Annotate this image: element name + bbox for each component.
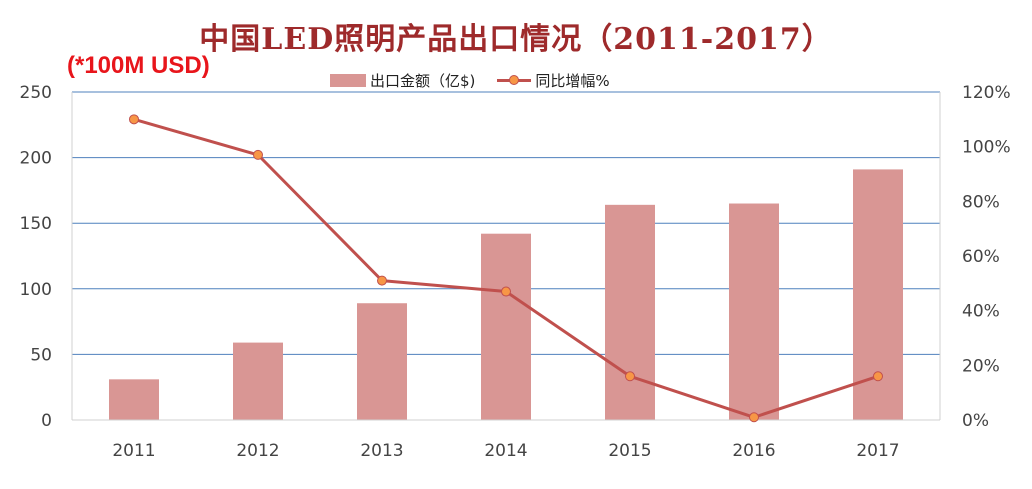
- legend-line-label: 同比增幅%: [535, 71, 610, 90]
- line-point: [873, 371, 883, 382]
- bar: [481, 233, 531, 420]
- legend: 出口金额（亿$) 同比增幅%: [330, 70, 632, 90]
- x-tick-label: 2017: [856, 441, 899, 461]
- line-point: [625, 371, 635, 382]
- legend-item-line: 同比增幅%: [497, 70, 610, 91]
- line-point: [501, 286, 511, 297]
- chart-title: 中国LED照明产品出口情况（2011-2017）: [199, 22, 833, 57]
- y-right-tick-label: 0%: [962, 411, 989, 431]
- x-tick-label: 2015: [608, 441, 651, 461]
- y-left-tick-label: 250: [20, 83, 52, 103]
- x-tick-label: 2014: [484, 441, 527, 461]
- y-right-tick-label: 60%: [962, 247, 1000, 267]
- y-right-tick-label: 40%: [962, 302, 1000, 322]
- y-left-tick-label: 100: [20, 280, 52, 300]
- x-tick-label: 2012: [236, 441, 279, 461]
- y-left-tick-label: 150: [20, 214, 52, 234]
- bar: [605, 204, 655, 420]
- y-left-tick-label: 200: [20, 149, 52, 169]
- line-point: [129, 114, 139, 125]
- x-tick-label: 2011: [112, 441, 155, 461]
- bar: [357, 303, 407, 420]
- y-right-tick-label: 80%: [962, 192, 1000, 212]
- legend-bar-label: 出口金额（亿$): [370, 71, 476, 90]
- y-left-tick-label: 0: [41, 411, 52, 431]
- y-right-tick-label: 20%: [962, 356, 1000, 376]
- y-right-tick-label: 100%: [962, 138, 1011, 158]
- line-point: [377, 275, 387, 286]
- y-right-tick-label: 120%: [962, 83, 1011, 103]
- legend-item-bar: 出口金额（亿$): [330, 70, 475, 91]
- unit-label: (*100M USD): [67, 52, 210, 79]
- y-left-tick-label: 50: [30, 345, 52, 365]
- bar: [233, 342, 283, 420]
- bar: [109, 379, 159, 420]
- legend-line-swatch: [497, 73, 532, 87]
- x-tick-label: 2016: [732, 441, 775, 461]
- x-tick-label: 2013: [360, 441, 403, 461]
- line-point: [749, 412, 759, 423]
- legend-bar-swatch: [330, 73, 366, 87]
- bar: [729, 203, 779, 420]
- line-point: [253, 149, 263, 160]
